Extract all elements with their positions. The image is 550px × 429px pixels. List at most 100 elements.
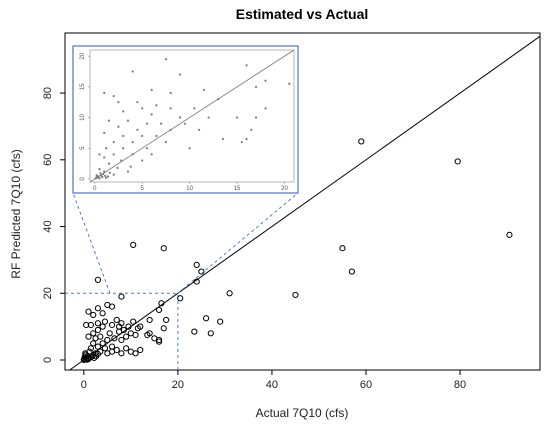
data-point xyxy=(130,241,137,248)
data-point xyxy=(123,345,130,352)
data-point xyxy=(113,316,120,324)
data-point xyxy=(89,353,96,360)
inset-data-point xyxy=(98,168,101,171)
y-tick-label: 60 xyxy=(42,154,54,166)
data-point xyxy=(99,323,106,330)
data-point xyxy=(191,328,198,335)
inset-data-point xyxy=(164,140,168,144)
data-point xyxy=(132,331,139,339)
data-point xyxy=(158,300,165,307)
data-point xyxy=(454,158,461,165)
inset-data-point xyxy=(103,91,106,95)
inset-data-point xyxy=(105,176,108,179)
inset-data-point xyxy=(288,82,291,85)
data-point xyxy=(108,321,116,329)
data-point xyxy=(118,350,125,357)
inset-data-point xyxy=(108,171,112,174)
data-point xyxy=(130,318,137,325)
inset-data-point xyxy=(198,128,201,131)
inset-data-point xyxy=(155,104,158,107)
inset-data-point xyxy=(164,58,168,61)
inset-data-point xyxy=(183,122,186,125)
y-tick-label: 20 xyxy=(42,287,54,299)
inset-data-point xyxy=(141,107,144,110)
data-point xyxy=(155,306,163,314)
data-point xyxy=(163,316,170,324)
inset-data-point xyxy=(155,134,158,138)
data-point xyxy=(101,318,109,325)
inset-data-point xyxy=(150,113,153,116)
inset-data-point xyxy=(136,101,139,104)
inset-data-point xyxy=(98,177,101,180)
chart-title: Estimated vs Actual xyxy=(236,6,369,22)
data-point xyxy=(339,245,346,252)
data-point xyxy=(134,325,141,332)
data-point xyxy=(94,276,102,284)
data-point xyxy=(84,356,92,363)
inset-data-point xyxy=(169,128,172,131)
inset-data-point xyxy=(100,174,103,177)
inset-data-point xyxy=(122,134,125,138)
data-point xyxy=(94,326,102,334)
inset-data-point xyxy=(122,147,125,150)
data-point xyxy=(132,350,139,357)
data-point xyxy=(202,315,210,322)
inset-data-point xyxy=(116,166,119,169)
inset-data-point xyxy=(117,101,120,104)
inset-data-point xyxy=(245,137,248,141)
x-tick-label: 0 xyxy=(81,379,87,391)
inset-data-point xyxy=(169,91,172,95)
inset-data-point xyxy=(207,116,210,119)
data-point xyxy=(177,295,184,302)
inset-data-point xyxy=(103,170,106,173)
inset-data-point xyxy=(112,94,115,98)
inset-data-point xyxy=(235,116,239,119)
inset-plot: 0 5 10 15 20 0 5 10 15 20 xyxy=(72,45,299,194)
inset-data-point xyxy=(120,159,123,162)
data-point xyxy=(90,340,97,347)
data-point xyxy=(125,323,132,330)
inset-data-point xyxy=(202,88,205,92)
data-point xyxy=(99,310,106,317)
inset-data-point xyxy=(102,172,105,176)
inset-y-tick-label: 10 xyxy=(80,114,86,121)
x-tick-label: 40 xyxy=(266,379,278,391)
data-point xyxy=(506,231,513,238)
inset-data-point xyxy=(221,137,224,141)
zoom-connector-line xyxy=(177,192,299,294)
inset-x-tick-label: 10 xyxy=(186,186,193,192)
data-point xyxy=(118,293,125,300)
inset-data-point xyxy=(193,107,196,110)
data-point xyxy=(292,291,299,299)
inset-x-tick-label: 20 xyxy=(281,186,288,192)
data-point xyxy=(115,328,123,335)
inset-data-point xyxy=(107,162,111,165)
data-point xyxy=(358,138,365,145)
inset-data-point xyxy=(179,116,182,119)
inset-data-point xyxy=(126,170,130,173)
data-point xyxy=(99,340,106,347)
data-point xyxy=(94,320,102,327)
data-point xyxy=(118,320,125,327)
data-point xyxy=(90,311,97,319)
data-point xyxy=(91,354,98,362)
main-plot: 0 20 40 60 80 0 20 40 60 80 xyxy=(42,32,541,391)
data-point xyxy=(160,325,167,332)
data-point xyxy=(108,303,116,310)
data-point xyxy=(104,350,111,357)
x-tick-label: 80 xyxy=(454,379,466,391)
inset-data-point xyxy=(131,153,134,156)
inset-data-point xyxy=(99,172,102,175)
data-point xyxy=(348,268,355,275)
data-point xyxy=(108,343,116,350)
data-point xyxy=(104,336,111,344)
inset-data-point xyxy=(112,140,115,144)
data-point xyxy=(94,350,102,358)
inset-data-point xyxy=(103,131,106,134)
inset-data-point xyxy=(106,175,110,178)
data-point xyxy=(101,345,109,352)
inset-data-point xyxy=(103,156,106,159)
inset-y-tick-label: 0 xyxy=(80,177,86,181)
data-point xyxy=(85,308,92,315)
